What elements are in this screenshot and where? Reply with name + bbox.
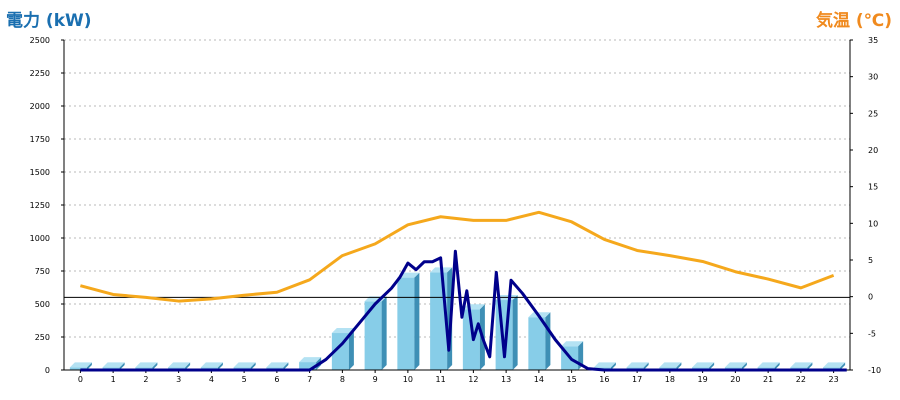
bar-side <box>643 362 649 370</box>
bar-side <box>414 272 420 370</box>
left-tick-label: 2250 <box>30 69 50 78</box>
bar-side <box>250 362 256 370</box>
x-tick-label: 10 <box>403 375 413 384</box>
left-tick-label: 1000 <box>30 234 50 243</box>
x-tick-label: 7 <box>307 375 312 384</box>
bar <box>528 317 546 370</box>
x-tick-label: 19 <box>698 375 708 384</box>
bar-side <box>283 362 289 370</box>
x-tick-label: 6 <box>274 375 279 384</box>
bar-top <box>331 328 354 334</box>
bar <box>299 362 317 370</box>
x-tick-label: 12 <box>468 375 478 384</box>
bar-side <box>840 362 846 370</box>
bar-top <box>757 362 780 368</box>
right-tick-label: -5 <box>868 329 876 338</box>
bar-top <box>626 362 649 368</box>
left-tick-label: 1250 <box>30 201 50 210</box>
x-tick-label: 3 <box>176 375 181 384</box>
x-tick-label: 8 <box>340 375 345 384</box>
right-tick-label: 35 <box>868 36 878 45</box>
x-tick-label: 17 <box>632 375 642 384</box>
right-tick-label: -10 <box>868 366 881 375</box>
bar-side <box>217 362 223 370</box>
bar-top <box>200 362 223 368</box>
bar-top <box>561 341 584 347</box>
bar-top <box>299 357 322 363</box>
bar-side <box>545 312 551 370</box>
right-tick-label: 20 <box>868 146 878 155</box>
bar-top <box>168 362 191 368</box>
bar-side <box>86 362 92 370</box>
x-tick-label: 5 <box>242 375 247 384</box>
bar-top <box>69 362 92 368</box>
x-tick-label: 14 <box>534 375 544 384</box>
bar-side <box>741 362 747 370</box>
bar-side <box>348 328 354 370</box>
x-tick-label: 11 <box>436 375 446 384</box>
temperature-series-line <box>79 210 835 303</box>
x-tick-label: 13 <box>501 375 511 384</box>
left-tick-label: 2500 <box>30 36 50 45</box>
x-tick-label: 0 <box>78 375 83 384</box>
right-tick-label: 30 <box>868 73 878 82</box>
bar-side <box>119 362 125 370</box>
right-tick-label: 15 <box>868 183 878 192</box>
bar-top <box>135 362 158 368</box>
right-axis-title: 気温 (℃) <box>815 11 892 31</box>
bar-side <box>807 362 813 370</box>
x-tick-label: 9 <box>373 375 378 384</box>
right-tick-label: 25 <box>868 109 878 118</box>
x-tick-label: 4 <box>209 375 214 384</box>
bar-top <box>233 362 256 368</box>
left-tick-label: 2000 <box>30 102 50 111</box>
bar-side <box>185 362 191 370</box>
bar <box>69 367 87 370</box>
bar <box>495 300 513 370</box>
right-tick-label: 5 <box>868 256 873 265</box>
left-tick-label: 1500 <box>30 168 50 177</box>
x-tick-label: 2 <box>143 375 148 384</box>
right-tick-label: 0 <box>868 293 873 302</box>
bar-side <box>774 362 780 370</box>
power-series-line <box>80 249 847 372</box>
x-tick-label: 20 <box>730 375 740 384</box>
right-tick-label: 10 <box>868 219 878 228</box>
x-tick-label: 15 <box>567 375 577 384</box>
bar-top <box>790 362 813 368</box>
bar-top <box>823 362 846 368</box>
x-tick-label: 23 <box>829 375 839 384</box>
bar <box>462 309 480 370</box>
x-tick-label: 22 <box>796 375 806 384</box>
bar-top <box>266 362 289 368</box>
left-axis-title: 電力 (kW) <box>6 11 92 31</box>
bar <box>364 301 382 370</box>
x-tick-label: 1 <box>111 375 116 384</box>
bar <box>397 277 415 370</box>
bar-top <box>692 362 715 368</box>
left-tick-label: 250 <box>35 333 50 342</box>
x-tick-label: 21 <box>763 375 773 384</box>
bar-top <box>593 362 616 368</box>
left-tick-label: 0 <box>45 366 50 375</box>
bar-side <box>152 362 158 370</box>
bar-side <box>512 295 518 370</box>
bar-side <box>610 362 616 370</box>
bar-top <box>102 362 125 368</box>
x-tick-label: 16 <box>599 375 609 384</box>
bar-side <box>381 296 387 370</box>
left-tick-label: 500 <box>35 300 50 309</box>
left-tick-label: 750 <box>35 267 50 276</box>
left-tick-label: 1750 <box>30 135 50 144</box>
bar-top <box>659 362 682 368</box>
x-tick-label: 18 <box>665 375 675 384</box>
bar-side <box>709 362 715 370</box>
bar-side <box>676 362 682 370</box>
bar-top <box>724 362 747 368</box>
